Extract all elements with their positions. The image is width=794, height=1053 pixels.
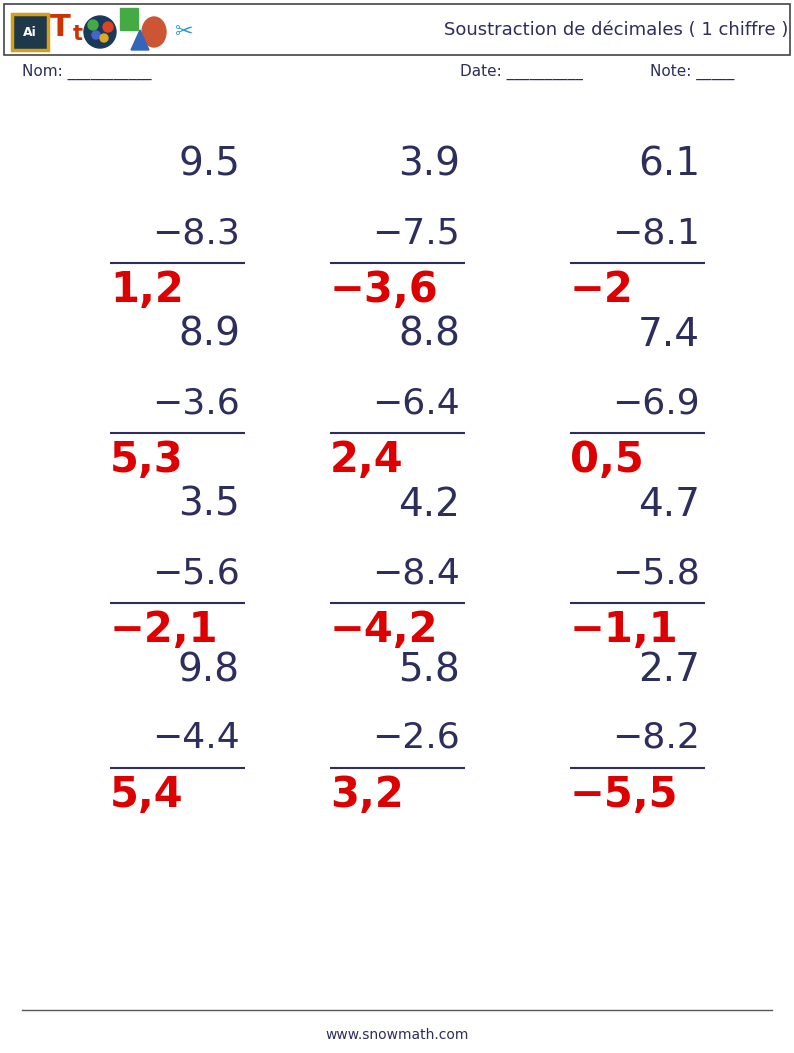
Circle shape bbox=[103, 22, 113, 32]
Text: −6.9: −6.9 bbox=[612, 386, 700, 420]
Text: 0,5: 0,5 bbox=[570, 439, 644, 481]
Text: 8.9: 8.9 bbox=[178, 316, 240, 354]
Text: T: T bbox=[49, 14, 71, 42]
Circle shape bbox=[88, 20, 98, 29]
Circle shape bbox=[84, 16, 116, 48]
Text: Nom: ___________: Nom: ___________ bbox=[22, 64, 152, 80]
Text: −2.6: −2.6 bbox=[372, 721, 460, 755]
Text: 6.1: 6.1 bbox=[638, 146, 700, 184]
Text: 5,3: 5,3 bbox=[110, 439, 183, 481]
Text: 4.2: 4.2 bbox=[398, 486, 460, 524]
Text: 3.5: 3.5 bbox=[178, 486, 240, 524]
Text: Date: __________: Date: __________ bbox=[460, 64, 583, 80]
Text: −8.4: −8.4 bbox=[372, 556, 460, 590]
Text: 4.7: 4.7 bbox=[638, 486, 700, 524]
Text: 9.5: 9.5 bbox=[178, 146, 240, 184]
Text: 5,4: 5,4 bbox=[110, 774, 183, 816]
Polygon shape bbox=[131, 29, 149, 49]
Text: Ai: Ai bbox=[23, 25, 37, 39]
Text: −3,6: −3,6 bbox=[330, 269, 439, 311]
Circle shape bbox=[92, 31, 100, 39]
Text: 2,4: 2,4 bbox=[330, 439, 403, 481]
Bar bbox=[12, 14, 48, 49]
Text: −4.4: −4.4 bbox=[152, 721, 240, 755]
Text: −3.6: −3.6 bbox=[152, 386, 240, 420]
Text: 3,2: 3,2 bbox=[330, 774, 404, 816]
Text: −5,5: −5,5 bbox=[570, 774, 679, 816]
Text: −2: −2 bbox=[570, 269, 634, 311]
Text: −8.2: −8.2 bbox=[612, 721, 700, 755]
Text: −5.8: −5.8 bbox=[612, 556, 700, 590]
Text: −8.1: −8.1 bbox=[612, 216, 700, 250]
Text: Soustraction de décimales ( 1 chiffre ): Soustraction de décimales ( 1 chiffre ) bbox=[444, 21, 788, 39]
Ellipse shape bbox=[142, 17, 166, 47]
Text: 7.4: 7.4 bbox=[638, 316, 700, 354]
Text: −7.5: −7.5 bbox=[372, 216, 460, 250]
Text: 8.8: 8.8 bbox=[398, 316, 460, 354]
Text: 5.8: 5.8 bbox=[399, 651, 460, 689]
Text: −1,1: −1,1 bbox=[570, 609, 679, 651]
Text: −4,2: −4,2 bbox=[330, 609, 438, 651]
Text: −5.6: −5.6 bbox=[152, 556, 240, 590]
Text: www.snowmath.com: www.snowmath.com bbox=[326, 1028, 468, 1042]
Bar bbox=[4, 4, 790, 55]
Bar bbox=[120, 8, 138, 29]
Text: −8.3: −8.3 bbox=[152, 216, 240, 250]
Text: 3.9: 3.9 bbox=[398, 146, 460, 184]
Circle shape bbox=[100, 34, 108, 42]
Text: 1,2: 1,2 bbox=[110, 269, 183, 311]
Text: Note: _____: Note: _____ bbox=[650, 64, 734, 80]
Text: −2,1: −2,1 bbox=[110, 609, 218, 651]
Text: t: t bbox=[73, 24, 83, 44]
Text: 9.8: 9.8 bbox=[178, 651, 240, 689]
Text: ✂: ✂ bbox=[174, 22, 192, 42]
Text: −6.4: −6.4 bbox=[372, 386, 460, 420]
Text: 2.7: 2.7 bbox=[638, 651, 700, 689]
